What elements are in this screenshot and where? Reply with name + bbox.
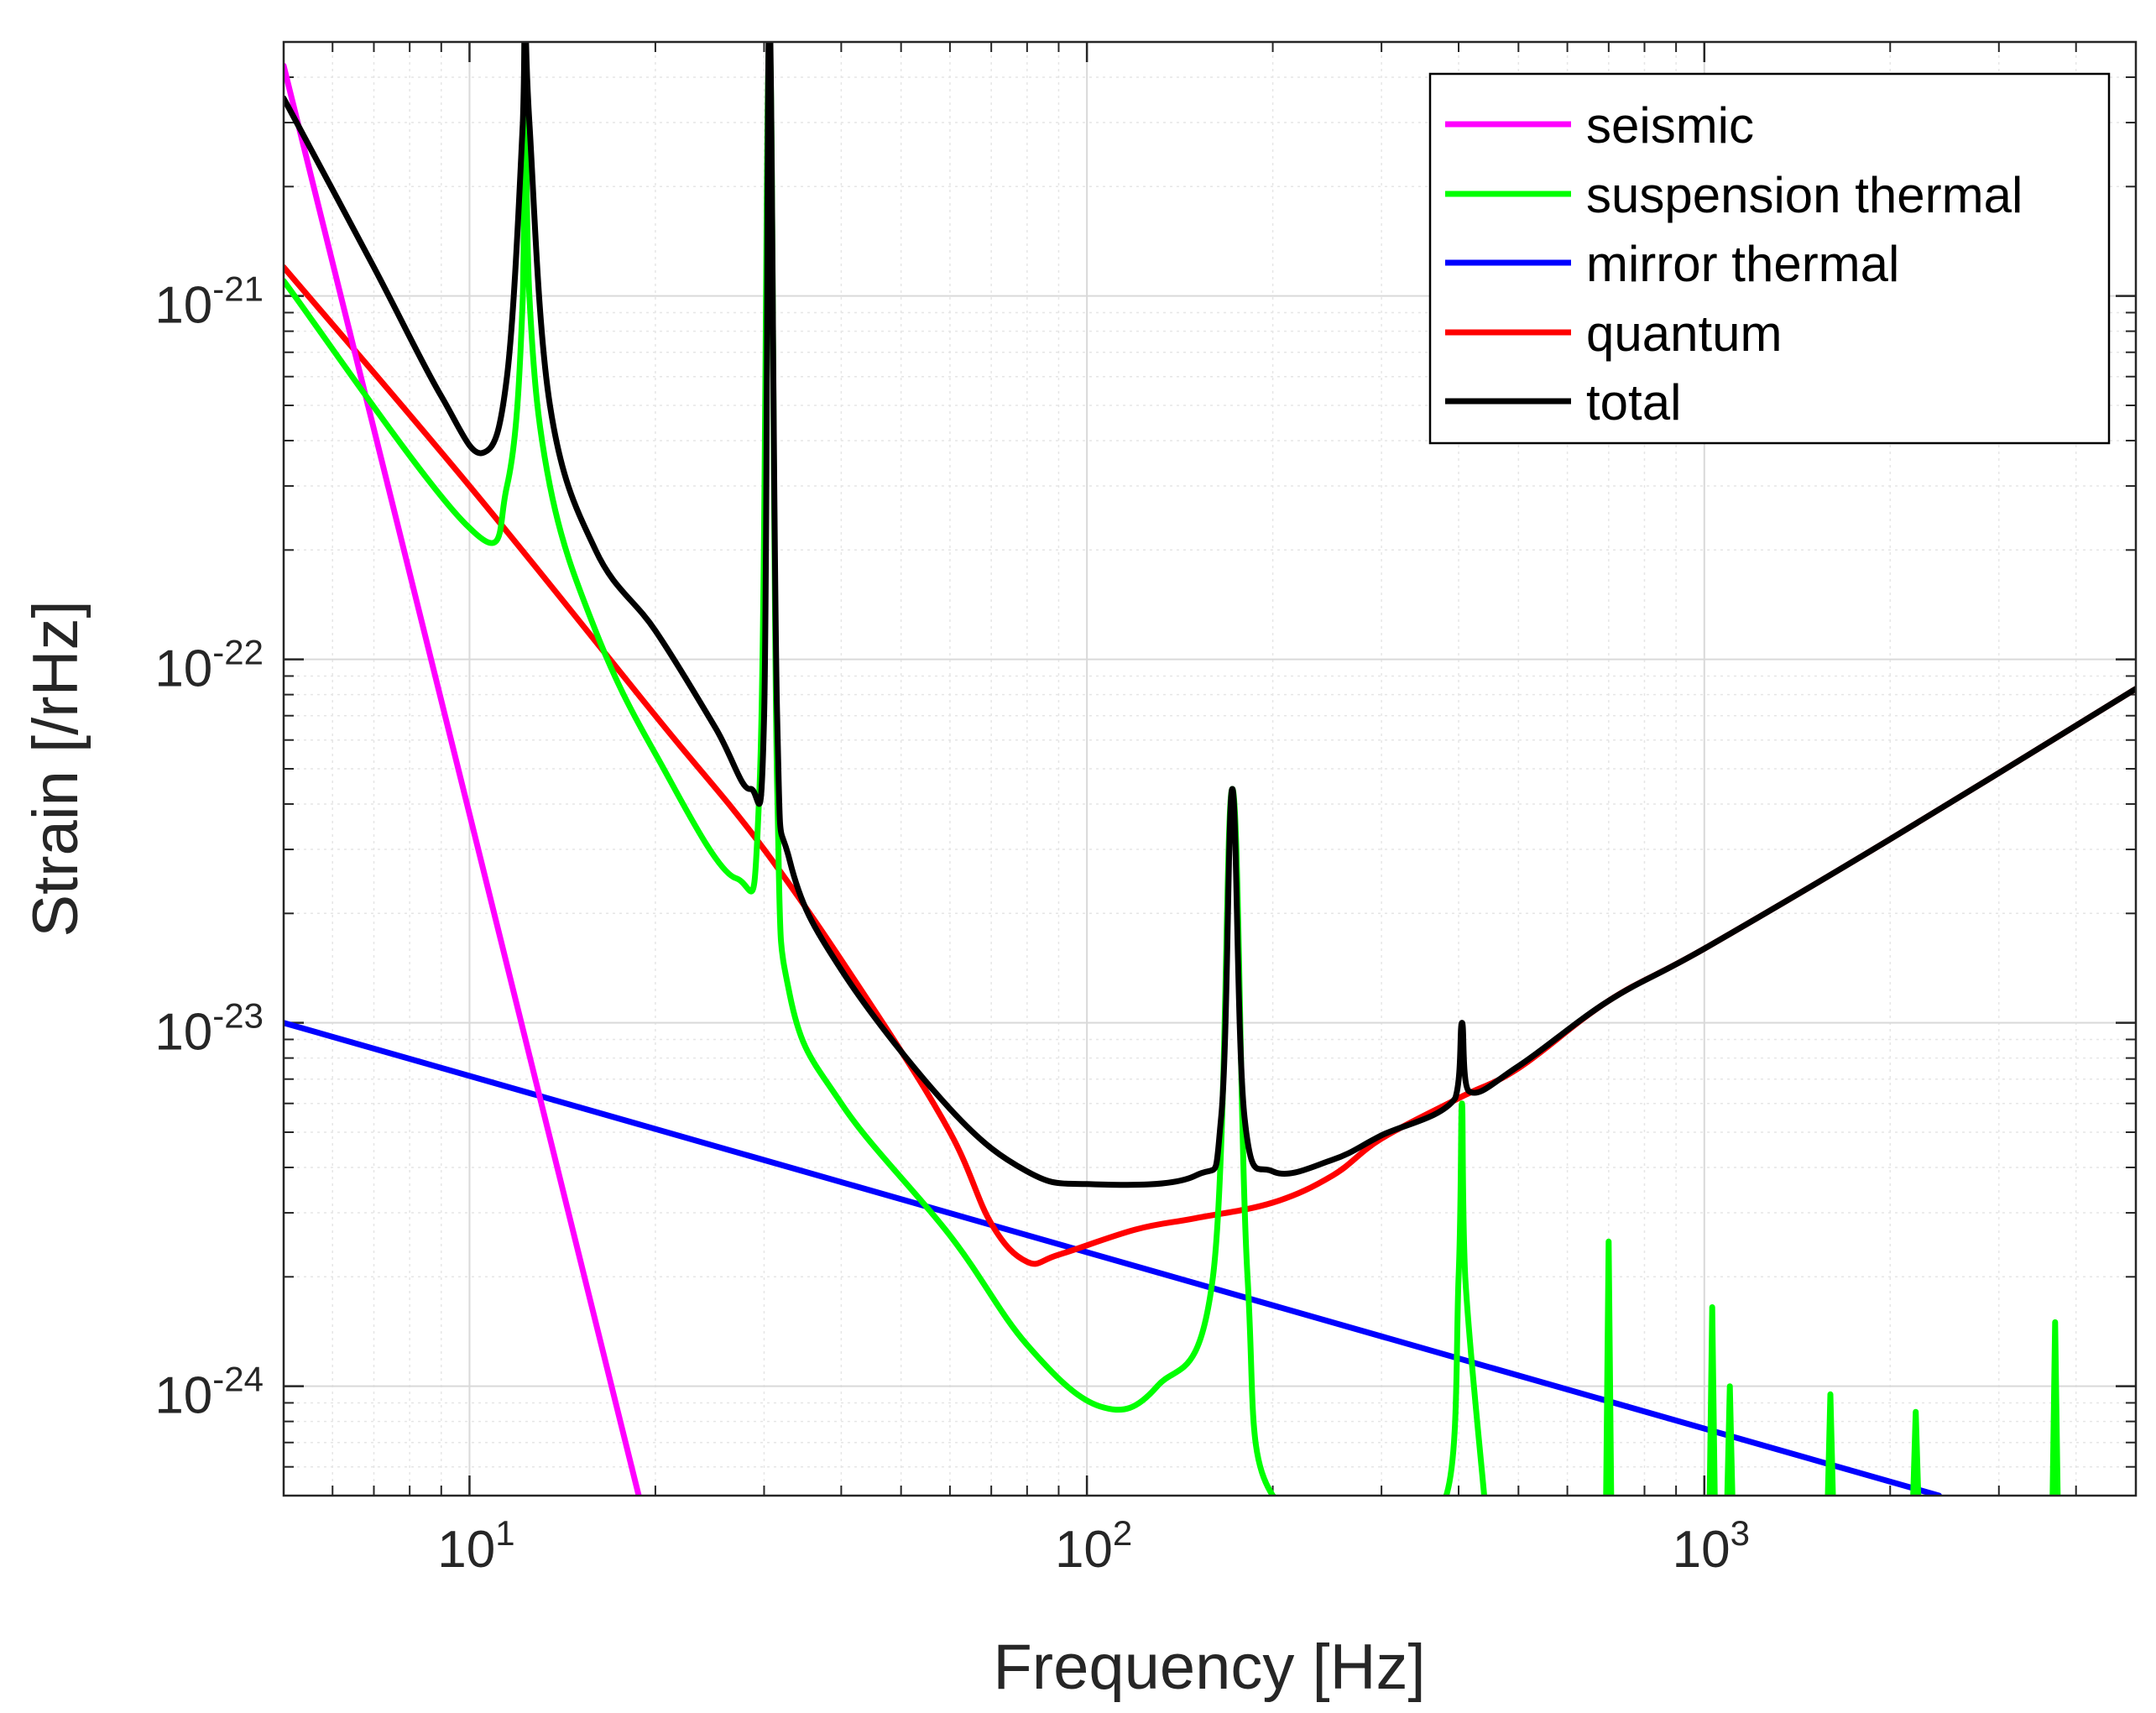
series-layer bbox=[284, 42, 2136, 1496]
series-line-total bbox=[284, 42, 2136, 1188]
x-tick-label: 101 bbox=[437, 1513, 514, 1579]
legend-entry-mirror-thermal: mirror thermal bbox=[1445, 236, 1899, 292]
y-tick-label: 10-24 bbox=[154, 1360, 264, 1425]
x-tick-label: 103 bbox=[1673, 1513, 1750, 1579]
series-line-suspension-thermal bbox=[284, 42, 2061, 1496]
legend-label-total: total bbox=[1586, 374, 1681, 431]
axis-ticks bbox=[283, 41, 2137, 1496]
y-axis-title: Strain [/rHz] bbox=[20, 600, 91, 937]
legend-entry-seismic: seismic bbox=[1445, 97, 1754, 154]
legend-label-mirror-thermal: mirror thermal bbox=[1586, 236, 1899, 292]
legend-label-seismic: seismic bbox=[1586, 97, 1754, 154]
y-tick-label: 10-22 bbox=[154, 633, 264, 698]
y-tick-label: 10-21 bbox=[154, 269, 264, 335]
x-tick-label: 102 bbox=[1055, 1513, 1132, 1579]
plot-frame bbox=[282, 40, 2138, 1497]
legend-label-suspension-thermal: suspension thermal bbox=[1586, 167, 2023, 223]
series-line-seismic bbox=[284, 62, 642, 1496]
legend-entry-total: total bbox=[1445, 374, 1681, 431]
x-axis-title: Frequency [Hz] bbox=[993, 1632, 1425, 1703]
series-line-mirror-thermal bbox=[284, 1020, 1942, 1496]
legend-label-quantum: quantum bbox=[1586, 306, 1783, 362]
x-tick-labels: 101 102 103 bbox=[437, 1513, 1750, 1579]
y-tick-labels: 10-21 10-22 10-23 10-24 bbox=[154, 269, 264, 1425]
legend: seismic suspension thermal mirror therma… bbox=[1428, 72, 2111, 445]
legend-entry-suspension-thermal: suspension thermal bbox=[1445, 167, 2023, 223]
y-tick-label: 10-23 bbox=[154, 996, 264, 1062]
legend-box bbox=[1428, 72, 2111, 445]
legend-entry-quantum: quantum bbox=[1445, 306, 1783, 362]
